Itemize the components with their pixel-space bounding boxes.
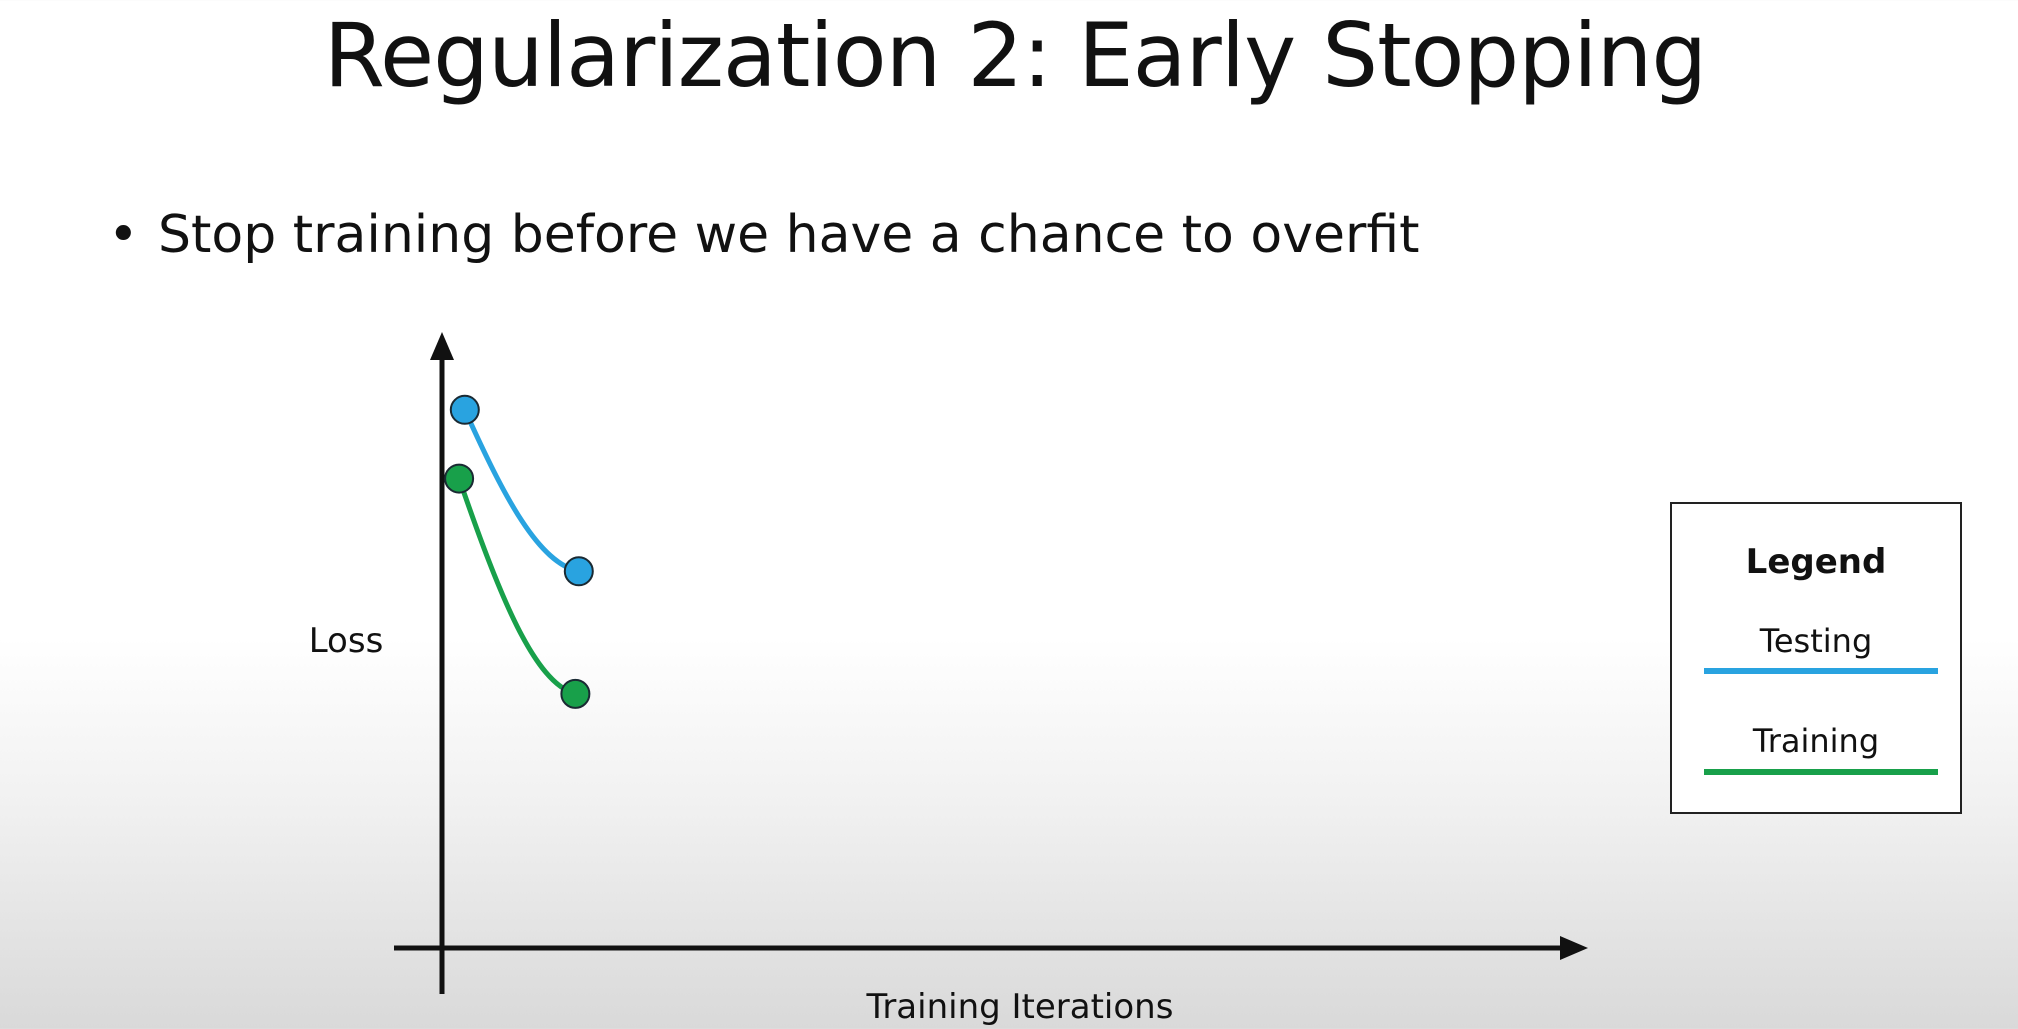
legend: Legend Testing Training bbox=[1670, 502, 1962, 814]
data-point-testing-0 bbox=[449, 394, 480, 425]
y-axis-arrowhead bbox=[430, 332, 454, 360]
bullet-item: • Stop training before we have a chance t… bbox=[108, 205, 1419, 265]
series-line-training bbox=[456, 476, 578, 697]
y-axis-label: Loss bbox=[309, 621, 384, 661]
series-line-testing bbox=[462, 407, 582, 574]
data-point-testing-1 bbox=[563, 556, 594, 587]
series-layer bbox=[444, 394, 594, 709]
legend-swatch-testing bbox=[1704, 668, 1938, 674]
legend-label-training: Training bbox=[1752, 722, 1880, 760]
bullet-text: Stop training before we have a chance to… bbox=[158, 205, 1420, 265]
x-axis-arrowhead bbox=[1560, 936, 1588, 960]
legend-label-testing: Testing bbox=[1759, 622, 1873, 660]
bullet-dot: • bbox=[108, 205, 139, 265]
data-point-training-0 bbox=[444, 463, 475, 494]
x-axis-label: Training Iterations bbox=[866, 987, 1174, 1027]
data-point-training-1 bbox=[560, 678, 591, 709]
legend-swatch-training bbox=[1704, 769, 1938, 775]
slide-title: Regularization 2: Early Stopping bbox=[323, 4, 1707, 107]
legend-title: Legend bbox=[1745, 542, 1887, 582]
